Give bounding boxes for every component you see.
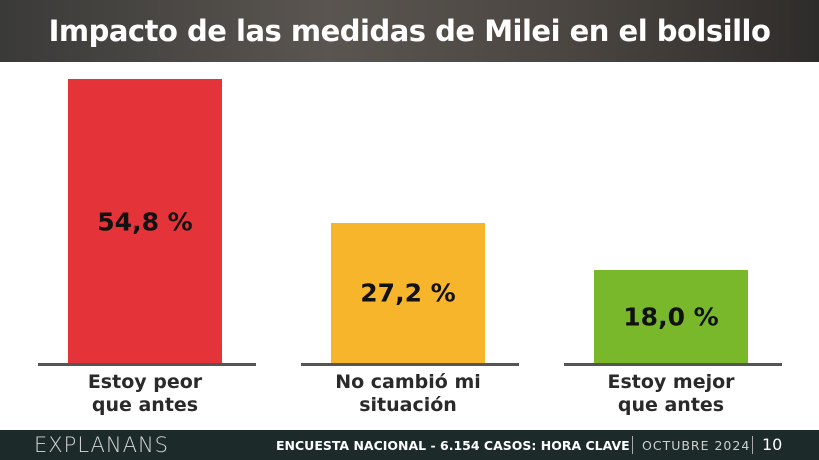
- survey-info: ENCUESTA NACIONAL - 6.154 CASOS: HORA CL…: [276, 438, 630, 453]
- chart-title: Impacto de las medidas de Milei en el bo…: [48, 14, 771, 48]
- separator: [752, 436, 753, 454]
- footer: EXPLANANS ENCUESTA NACIONAL - 6.154 CASO…: [0, 430, 819, 460]
- x-tick-label: No cambió mi situación: [335, 371, 481, 416]
- baseline: [564, 363, 782, 366]
- x-tick-label: Estoy peor que antes: [87, 371, 203, 416]
- baseline: [301, 363, 519, 366]
- value-label: 54,8 %: [97, 207, 193, 237]
- value-label: 18,0 %: [623, 302, 719, 332]
- header: Impacto de las medidas de Milei en el bo…: [0, 0, 819, 62]
- baseline: [38, 363, 256, 366]
- survey: ENCUESTA NACIONAL - 6.154 CASOS:: [276, 438, 537, 453]
- bar: [68, 79, 222, 364]
- bar: [594, 270, 748, 364]
- bar: [331, 222, 485, 364]
- separator: [632, 436, 633, 454]
- page-number: 10: [762, 435, 783, 454]
- value-label: 27,2 %: [360, 278, 456, 308]
- date: OCTUBRE 2024: [642, 438, 751, 453]
- x-tick-label: Estoy mejor que antes: [607, 371, 735, 416]
- source: HORA CLAVE: [540, 438, 630, 453]
- brand: EXPLANANS: [34, 433, 169, 457]
